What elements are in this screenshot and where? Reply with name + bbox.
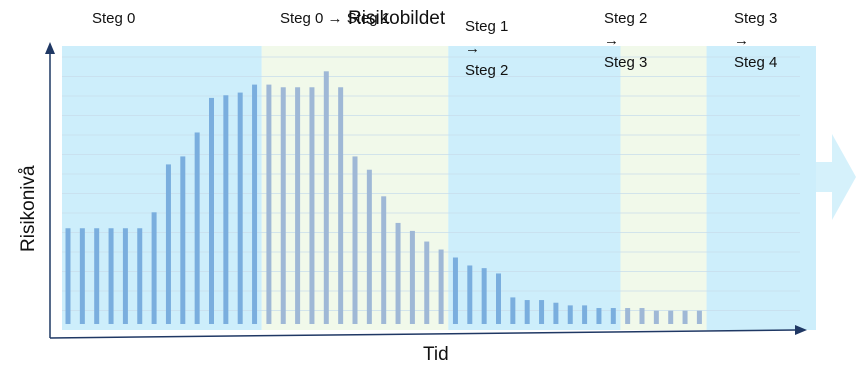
bar bbox=[94, 228, 100, 324]
bars bbox=[65, 71, 702, 325]
bar bbox=[668, 310, 674, 324]
continuation-arrow-layer bbox=[816, 134, 856, 220]
phase-label-0-1: Steg 0 → Steg 1 bbox=[280, 8, 390, 30]
phase-label-1-2-line3: Steg 2 bbox=[465, 62, 509, 79]
phase-label-1-2-line2: → bbox=[465, 40, 480, 57]
bar bbox=[510, 297, 516, 324]
bar bbox=[496, 273, 501, 324]
bar bbox=[352, 156, 358, 324]
x-axis-arrowhead bbox=[795, 325, 807, 335]
y-axis-label: Risikonivå bbox=[18, 165, 39, 252]
continuation-arrow bbox=[816, 134, 856, 220]
phase-label-2-3-line2: → bbox=[604, 32, 619, 49]
band-phase-3-4 bbox=[706, 46, 816, 330]
phase-label-1-2-line1: Steg 1 bbox=[465, 18, 509, 35]
bar bbox=[682, 310, 688, 324]
bar bbox=[467, 265, 473, 324]
phase-label-3-4-line2: → bbox=[734, 32, 749, 49]
bar bbox=[625, 308, 631, 324]
bar bbox=[137, 228, 143, 324]
bar bbox=[596, 308, 602, 324]
bar bbox=[180, 156, 186, 324]
bar bbox=[323, 71, 329, 324]
phase-label-2-3: Steg 2 → Steg 3 bbox=[604, 8, 647, 74]
phase-label-0: Steg 0 bbox=[92, 8, 135, 30]
bar bbox=[696, 310, 702, 324]
bar bbox=[653, 310, 659, 324]
axes bbox=[45, 42, 807, 339]
bar bbox=[582, 305, 588, 324]
band-phase-1-2 bbox=[448, 46, 621, 330]
bar bbox=[194, 132, 200, 324]
bar bbox=[309, 87, 315, 324]
bar bbox=[610, 308, 616, 324]
bar bbox=[539, 300, 545, 324]
phase-label-0-1-line: Steg 0 → Steg 1 bbox=[280, 10, 391, 27]
bar bbox=[452, 257, 458, 324]
bar bbox=[438, 249, 444, 324]
bar bbox=[266, 84, 272, 324]
bar bbox=[79, 228, 85, 324]
phase-label-3-4-line3: Steg 4 bbox=[734, 54, 778, 71]
bar bbox=[280, 87, 286, 324]
chart-title: Risikobildet bbox=[348, 8, 446, 29]
bar bbox=[424, 241, 430, 324]
bar bbox=[338, 87, 344, 324]
band-phase-0 bbox=[62, 46, 262, 330]
x-axis-label: Tid bbox=[423, 344, 449, 365]
bar bbox=[481, 268, 487, 324]
bar bbox=[165, 164, 171, 324]
bar bbox=[122, 228, 128, 324]
bar bbox=[381, 196, 387, 324]
bar bbox=[395, 222, 401, 324]
bar bbox=[65, 228, 71, 324]
bar bbox=[639, 308, 645, 324]
bar bbox=[108, 228, 114, 324]
phase-label-3-4-line1: Steg 3 bbox=[734, 10, 778, 27]
band-phase-2-3 bbox=[620, 46, 707, 330]
x-axis-line bbox=[49, 329, 797, 339]
bar bbox=[237, 92, 243, 324]
phase-label-3-4: Steg 3 → Steg 4 bbox=[734, 8, 777, 74]
phase-label-2-3-line3: Steg 3 bbox=[604, 54, 648, 71]
phase-label-1-2: Steg 1 → Steg 2 bbox=[465, 16, 508, 82]
bar bbox=[409, 230, 415, 324]
phase-label-2-3-line1: Steg 2 bbox=[604, 10, 648, 27]
bar bbox=[553, 302, 559, 324]
bar bbox=[524, 300, 530, 324]
bar bbox=[567, 305, 573, 324]
bar bbox=[223, 95, 229, 325]
bar bbox=[151, 212, 157, 324]
phase-label-0-line: Steg 0 bbox=[92, 10, 136, 27]
bar bbox=[252, 84, 258, 324]
bar bbox=[366, 169, 372, 324]
bar bbox=[295, 87, 301, 324]
y-axis-arrowhead bbox=[45, 42, 55, 54]
bar bbox=[209, 97, 214, 325]
